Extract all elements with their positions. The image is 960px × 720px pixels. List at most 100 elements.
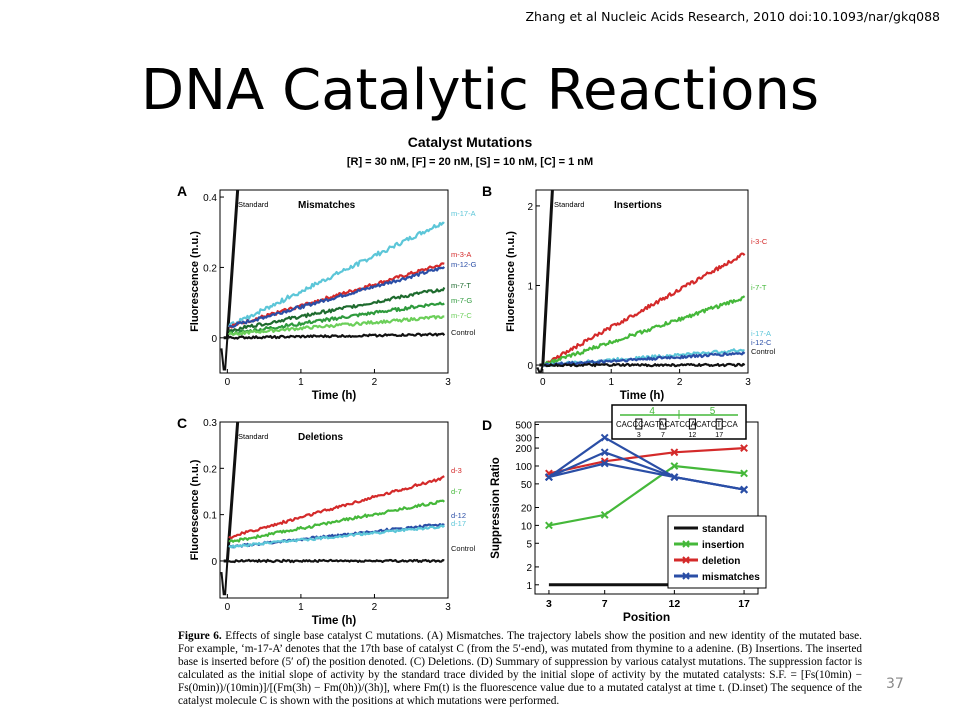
x-tick-label: 0 [225,602,231,613]
y-tick-label: 1 [526,581,532,592]
series-label-i-17-a: i-17-A [751,329,771,338]
panel-annotation: Mismatches [298,200,356,211]
plot-frame [219,189,449,374]
legend-label-standard: standard [702,524,744,535]
panel-d-chart: D3 7 12 17125102050100200300500PositionSupp… [482,404,767,624]
series-line-m-7-g [228,301,445,336]
series-line-deletion-marker [670,448,679,457]
series-line-control [543,362,746,368]
x-axis-label: Time (h) [312,390,357,402]
panel-letter: B [482,183,492,199]
legend-label-insertion: insertion [702,540,744,551]
series-line-d-17 [228,524,446,549]
inset-sequence: CACCCAGTACATCCACATCTCCA [616,420,739,429]
legend-marker-mismatches [682,572,690,580]
panel-a-chart: A 0 1 2 3 0 0.2 0.4 Time (h) Fluorescence (n.u.) M… [177,183,477,402]
x-tick-label: 3 [445,377,451,388]
series-label-m-12-g: m-12-G [451,260,477,269]
inset-marker-box [659,418,667,430]
x-axis-label: Time (h) [312,615,357,627]
standard-label: Standard [554,200,584,209]
x-tick-label: 2 [372,377,378,388]
series-line-insertion-marker [670,462,679,470]
panel-annotation: Deletions [298,432,343,443]
x-tick-label: 2 [372,602,378,613]
series-line-d-3 [228,475,445,540]
series-label-control: Control [751,347,776,356]
panel-c-chart: C 0 1 2 3 0 0.1 0.2 0.3 Time (h) Fluorescence (n.u… [177,415,476,627]
y-axis-label: Fluorescence (n.u.) [505,231,517,332]
inset-marker-label: 3 [637,432,641,439]
standard-label: Standard [238,200,268,209]
y-tick-label: 200 [515,444,532,455]
y-tick-label: 0.2 [203,263,217,274]
series-line-mismatches-marker [670,473,679,482]
caption-label: Figure 6. [178,630,222,642]
figure-title: Catalyst Mutations [407,134,533,150]
x-tick-label: 12 [669,598,681,610]
series-line-insertion-marker [600,511,609,519]
y-tick-label: 50 [521,480,533,491]
series-line-insertion-marker [740,469,748,478]
y-tick-label: 0 [527,361,533,372]
inset-marker-box [715,418,723,430]
series-line-insertion-marker [545,521,553,530]
series-line-mismatches-marker [600,448,609,457]
series-line-m-17-a [227,221,445,328]
y-axis-label: Fluorescence (n.u.) [189,231,201,332]
y-tick-label: 300 [515,434,532,445]
standard-line [539,189,554,367]
inset-domain-label: 5 [710,406,716,417]
series-label-m-7-t: m-7-T [451,281,471,290]
panel-b-chart: B 0 1 2 3 0 1 2 Time (h) Fluorescence (n.u.) Inser… [482,183,776,402]
y-tick-label: 500 [515,420,532,431]
legend-marker-insertion [682,540,690,548]
series-line-mismatches [548,462,745,491]
inset-marker-label: 7 [661,432,665,439]
y-tick-label: 2 [527,202,533,213]
baseline-dip [220,560,229,596]
series-line-m-12-g [228,266,446,328]
series-line-i-3-c [543,252,746,367]
y-tick-label: 10 [521,521,533,532]
panel-letter: A [177,183,187,199]
series-line-control [228,332,446,340]
y-tick-label: 0.4 [203,193,217,204]
y-tick-label: 100 [515,462,532,473]
x-tick-label: 2 [677,377,683,388]
x-tick-label: 3 [546,598,552,610]
x-axis-label: Position [623,610,670,624]
series-label-i-12-c: i-12-C [751,338,772,347]
standard-line [223,189,240,340]
y-tick-label: 20 [521,504,533,515]
inset-marker-label: 12 [689,432,697,439]
series-label-m-7-c: m-7-C [451,311,472,320]
legend-label-mismatches: mismatches [702,572,760,583]
x-tick-label: 0 [540,377,546,388]
x-tick-label: 1 [298,602,304,613]
y-axis-label: Fluorescence (n.u.) [189,459,201,560]
series-label-d-7: d-7 [451,487,462,496]
series-line-mismatches-marker [740,485,748,494]
series-line-deletion-marker [740,444,748,453]
inset-marker-box [688,418,696,430]
y-tick-label: 0.2 [203,464,217,475]
plot-frame [219,421,449,599]
figure-caption: Figure 6. Effects of single base catalys… [178,630,862,707]
caption-text: Effects of single base catalyst C mutati… [178,630,862,707]
inset-marker-label: 17 [715,432,723,439]
legend-label-deletion: deletion [702,556,740,567]
standard-label: Standard [238,432,268,441]
series-line-mismatches-marker [600,433,609,442]
series-line-m-7-t [228,286,446,333]
series-line-mismatches-marker [600,459,609,468]
series-label-d-3: d-3 [451,466,462,475]
slide-title: DNA Catalytic Reactions [140,58,819,123]
series-label-m-3-a: m-3-A [451,250,471,259]
x-tick-label: 17 [738,598,750,610]
series-line-insertion [548,464,745,527]
series-label-control: Control [451,544,476,553]
y-tick-label: 1 [527,281,533,292]
panel-letter: C [177,415,187,431]
series-label-m-17-a: m-17-A [451,209,476,218]
